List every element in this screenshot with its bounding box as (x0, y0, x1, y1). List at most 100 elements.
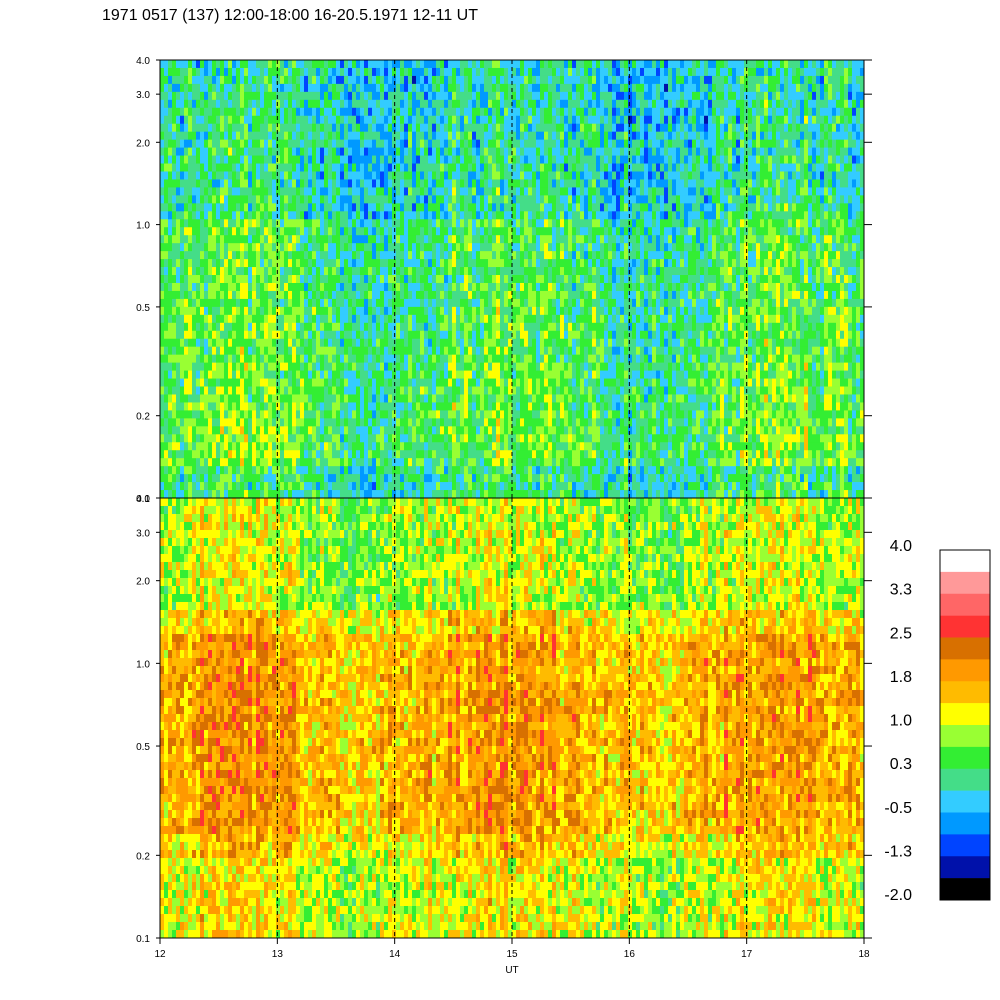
heatmap-cell (272, 195, 277, 204)
heatmap-cell (456, 346, 461, 356)
heatmap-cell (424, 211, 429, 220)
heatmap-cell (304, 83, 309, 93)
heatmap-cell (436, 354, 441, 364)
heatmap-cell (192, 298, 197, 308)
heatmap-cell (172, 60, 177, 69)
heatmap-cell (340, 267, 345, 276)
heatmap-cell (508, 219, 513, 228)
heatmap-cell (356, 187, 361, 196)
heatmap-cell (512, 386, 517, 395)
heatmap-cell (192, 60, 197, 69)
heatmap-cell (204, 490, 209, 498)
heatmap-cell (328, 394, 333, 403)
heatmap-cell (460, 474, 465, 483)
heatmap-cell (384, 171, 389, 180)
heatmap-cell (316, 155, 321, 165)
heatmap-cell (184, 179, 189, 188)
heatmap-cell (212, 362, 217, 372)
heatmap-cell (240, 418, 245, 427)
heatmap-cell (460, 203, 465, 212)
heatmap-cell (368, 410, 373, 419)
heatmap-cell (324, 474, 329, 483)
heatmap-cell (452, 203, 457, 212)
heatmap-cell (448, 67, 453, 77)
heatmap-cell (204, 418, 209, 427)
heatmap-cell (484, 83, 489, 93)
heatmap-cell (184, 394, 189, 403)
heatmap-cell (248, 147, 253, 157)
heatmap-cell (244, 306, 249, 316)
heatmap-cell (448, 362, 453, 372)
heatmap-cell (220, 354, 225, 364)
heatmap-cell (232, 195, 237, 204)
heatmap-cell (516, 482, 521, 491)
heatmap-cell (300, 402, 305, 411)
heatmap-cell (356, 386, 361, 395)
heatmap-cell (252, 362, 257, 372)
heatmap-cell (180, 426, 185, 435)
heatmap-cell (252, 450, 257, 459)
heatmap-cell (500, 99, 505, 109)
heatmap-cell (320, 60, 325, 69)
heatmap-cell (328, 450, 333, 459)
heatmap-cell (480, 179, 485, 188)
heatmap-cell (512, 290, 517, 300)
heatmap-cell (164, 67, 169, 77)
heatmap-cell (296, 227, 301, 236)
heatmap-cell (480, 115, 485, 125)
heatmap-cell (428, 394, 433, 403)
heatmap-cell (344, 306, 349, 316)
heatmap-cell (424, 322, 429, 332)
heatmap-cell (480, 187, 485, 196)
heatmap-cell (408, 490, 413, 498)
heatmap-cell (308, 370, 313, 380)
heatmap-cell (312, 482, 317, 491)
heatmap-cell (204, 275, 209, 284)
heatmap-cell (264, 306, 269, 316)
heatmap-cell (160, 378, 165, 388)
heatmap-cell (208, 426, 213, 435)
heatmap-cell (444, 67, 449, 77)
heatmap-cell (352, 394, 357, 403)
heatmap-cell (376, 211, 381, 220)
heatmap-cell (264, 123, 269, 133)
heatmap-cell (376, 386, 381, 395)
heatmap-cell (380, 346, 385, 356)
heatmap-cell (192, 251, 197, 260)
heatmap-cell (440, 434, 445, 443)
heatmap-cell (180, 482, 185, 491)
heatmap-cell (512, 362, 517, 372)
heatmap-cell (292, 139, 297, 149)
heatmap-cell (336, 282, 341, 292)
heatmap-cell (224, 131, 229, 141)
heatmap-cell (352, 354, 357, 364)
heatmap-cell (332, 267, 337, 276)
heatmap-cell (216, 330, 221, 340)
heatmap-cell (448, 370, 453, 380)
heatmap-cell (484, 219, 489, 228)
heatmap-cell (212, 386, 217, 395)
heatmap-cell (480, 410, 485, 419)
heatmap-cell (460, 227, 465, 236)
heatmap-cell (256, 426, 261, 435)
heatmap-cell (172, 490, 177, 498)
heatmap-cell (308, 338, 313, 348)
heatmap-cell (424, 187, 429, 196)
heatmap-cell (508, 115, 513, 125)
heatmap-cell (436, 322, 441, 332)
heatmap-cell (252, 378, 257, 388)
heatmap-cell (400, 155, 405, 165)
heatmap-cell (500, 410, 505, 419)
heatmap-cell (440, 60, 445, 69)
heatmap-cell (236, 370, 241, 380)
heatmap-cell (228, 426, 233, 435)
heatmap-cell (300, 314, 305, 324)
heatmap-cell (232, 203, 237, 212)
heatmap-cell (292, 450, 297, 459)
heatmap-cell (240, 426, 245, 435)
heatmap-cell (444, 99, 449, 109)
heatmap-cell (400, 434, 405, 443)
heatmap-cell (316, 434, 321, 443)
heatmap-cell (504, 442, 509, 451)
heatmap-cell (444, 147, 449, 157)
